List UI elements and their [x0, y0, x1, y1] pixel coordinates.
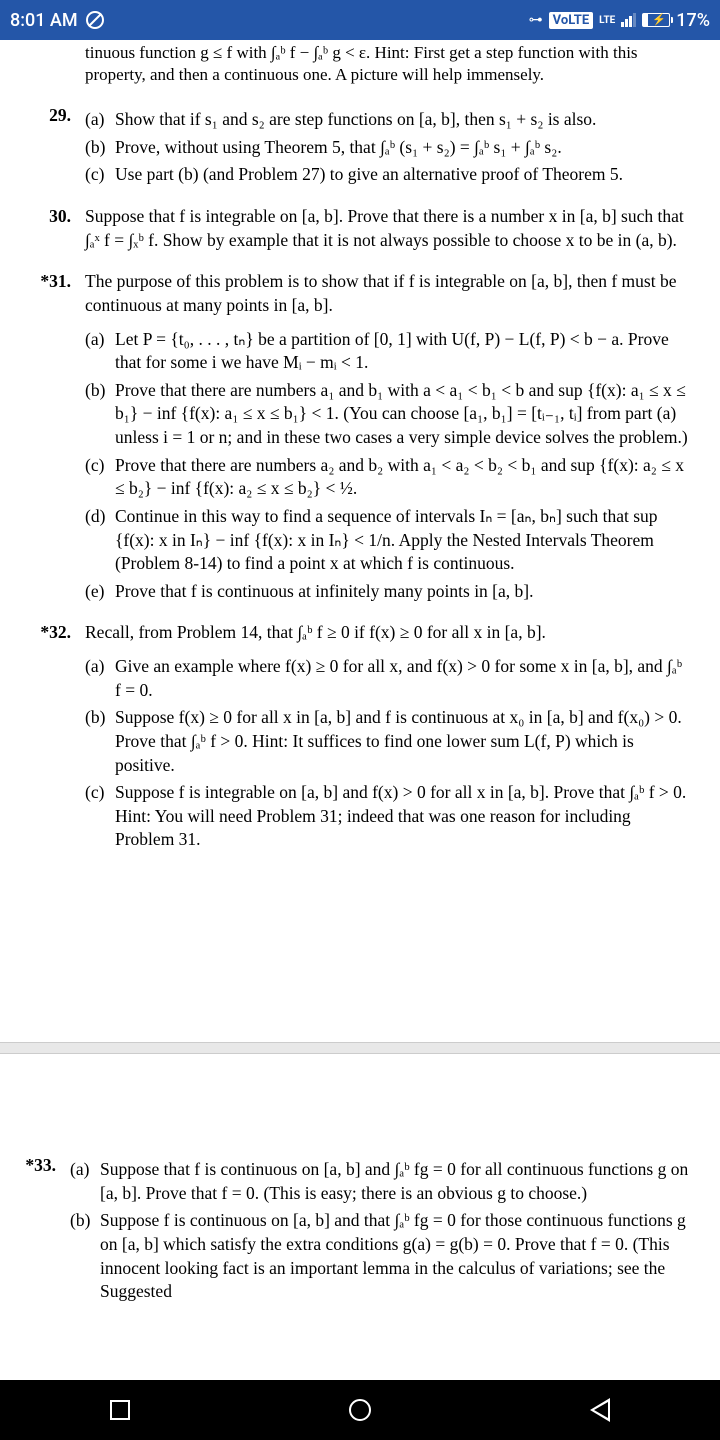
battery-icon: ⚡ [642, 13, 670, 27]
problem-body: Recall, from Problem 14, that ∫ₐᵇ f ≥ 0 … [85, 621, 690, 852]
android-nav-bar [0, 1380, 720, 1440]
part-label: (c) [85, 454, 115, 501]
problem-body: The purpose of this problem is to show t… [85, 270, 690, 603]
home-button[interactable] [349, 1399, 371, 1421]
part-label: (a) [85, 328, 115, 375]
part-text: Suppose f(x) ≥ 0 for all x in [a, b] and… [115, 706, 690, 777]
problem-30: 30. Suppose that f is integrable on [a, … [30, 205, 690, 252]
part-label: (c) [85, 163, 115, 187]
problem-31: *31. The purpose of this problem is to s… [30, 270, 690, 603]
recent-apps-button[interactable] [110, 1400, 130, 1420]
part-text: Use part (b) (and Problem 27) to give an… [115, 163, 690, 187]
part-label: (a) [70, 1158, 100, 1205]
status-bar: 8:01 AM ⊶ VoLTE LTE ⚡ 17% [0, 0, 720, 40]
battery-percent: 17% [676, 10, 710, 31]
signal-icon [621, 13, 636, 27]
no-disturb-icon [86, 11, 104, 29]
part-label: (c) [85, 781, 115, 852]
time: 8:01 AM [10, 10, 78, 31]
part-label: (a) [85, 108, 115, 132]
part-text: Suppose f is continuous on [a, b] and th… [100, 1209, 690, 1304]
status-right: ⊶ VoLTE LTE ⚡ 17% [529, 10, 710, 31]
lte-label: LTE [599, 15, 615, 26]
part-label: (a) [85, 655, 115, 702]
key-icon: ⊶ [529, 12, 543, 28]
problem-body: (a)Suppose that f is continuous on [a, b… [70, 1154, 690, 1304]
problem-intro: The purpose of this problem is to show t… [85, 270, 690, 317]
problem-body: Suppose that f is integrable on [a, b]. … [85, 205, 690, 252]
part-text: Prove that there are numbers a₂ and b₂ w… [115, 454, 690, 501]
part-text: Continue in this way to find a sequence … [115, 505, 690, 576]
part-label: (b) [85, 706, 115, 777]
part-text: Let P = {t₀, . . . , tₙ} be a partition … [115, 328, 690, 375]
problem-number: 30. [30, 205, 85, 252]
part-text: Suppose that f is continuous on [a, b] a… [100, 1158, 690, 1205]
problem-32: *32. Recall, from Problem 14, that ∫ₐᵇ f… [30, 621, 690, 852]
part-text: Give an example where f(x) ≥ 0 for all x… [115, 655, 690, 702]
part-label: (e) [85, 580, 115, 604]
back-button[interactable] [590, 1398, 610, 1422]
part-text: Show that if s₁ and s₂ are step function… [115, 108, 690, 132]
problem-29: 29. (a)Show that if s₁ and s₂ are step f… [30, 104, 690, 187]
top-fragment: tinuous function g ≤ f with ∫ₐᵇ f − ∫ₐᵇ … [85, 42, 690, 86]
problem-number: 29. [30, 104, 85, 187]
page-divider [0, 1042, 720, 1054]
volte-badge: VoLTE [549, 12, 594, 29]
part-text: Suppose f is integrable on [a, b] and f(… [115, 781, 690, 852]
problem-body: (a)Show that if s₁ and s₂ are step funct… [85, 104, 690, 187]
part-text: Prove that there are numbers a₁ and b₁ w… [115, 379, 690, 450]
part-label: (b) [70, 1209, 100, 1304]
problem-intro: Recall, from Problem 14, that ∫ₐᵇ f ≥ 0 … [85, 621, 690, 645]
part-text: Prove that f is continuous at infinitely… [115, 580, 690, 604]
part-label: (b) [85, 379, 115, 450]
page-content-bottom: *33. (a)Suppose that f is continuous on … [0, 1154, 720, 1304]
problem-number: *32. [30, 621, 85, 852]
page-content-top: tinuous function g ≤ f with ∫ₐᵇ f − ∫ₐᵇ … [0, 40, 720, 862]
problem-33: *33. (a)Suppose that f is continuous on … [15, 1154, 690, 1304]
status-left: 8:01 AM [10, 10, 104, 31]
part-label: (d) [85, 505, 115, 576]
part-label: (b) [85, 136, 115, 160]
part-text: Prove, without using Theorem 5, that ∫ₐᵇ… [115, 136, 690, 160]
problem-number: *31. [30, 270, 85, 603]
problem-number: *33. [15, 1154, 70, 1304]
